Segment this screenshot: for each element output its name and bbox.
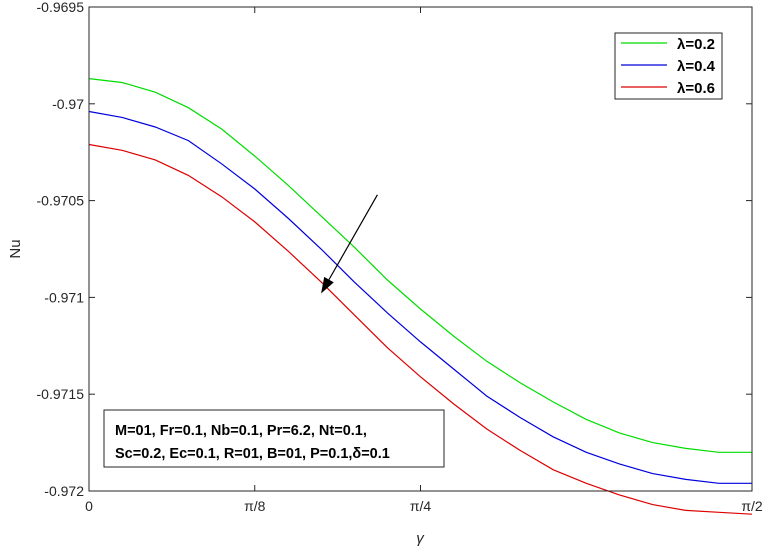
y-tick-label-2: -0.9705 [37, 193, 85, 209]
parameter-box: M=01, Fr=0.1, Nb=0.1, Pr=6.2, Nt=0.1, Sc… [103, 409, 445, 468]
parameter-box-frame [103, 409, 445, 468]
legend: λ=0.2 λ=0.4 λ=0.6 [614, 32, 723, 100]
arrow-head [321, 276, 334, 294]
y-tick-label-0: -0.9695 [37, 0, 85, 15]
legend-label-1: λ=0.4 [677, 58, 716, 75]
x-tick-label-3: π/2 [741, 498, 763, 514]
legend-label-0: λ=0.2 [677, 36, 715, 53]
legend-label-2: λ=0.6 [677, 80, 715, 97]
series-line-2 [88, 143, 753, 515]
x-axis-label: γ [416, 530, 425, 547]
y-tick-label-4: -0.9715 [37, 386, 85, 402]
legend-box [614, 32, 723, 100]
x-tick-label-2: π/4 [410, 498, 432, 514]
x-tick-label-1: π/8 [244, 498, 266, 514]
series-line-1 [88, 110, 752, 484]
trend-arrow [321, 194, 378, 294]
x-tick-label-0: 0 [85, 498, 93, 514]
y-tick-label-5: -0.972 [44, 483, 84, 499]
series-layer [88, 78, 753, 515]
tick-layer: 0 π/8 π/4 π/2 -0.9695 -0.97 -0.9705 -0.971 -0.97… [37, 0, 763, 514]
parameter-line-1: M=01, Fr=0.1, Nb=0.1, Pr=6.2, Nt=0.1, [115, 423, 367, 439]
series-line-0 [88, 78, 752, 453]
parameter-line-2: Sc=0.2, Ec=0.1, R=01, B=01, P=0.1,δ=0.1 [115, 446, 390, 462]
arrow-shaft [328, 194, 378, 280]
y-tick-label-1: -0.97 [52, 96, 84, 112]
y-tick-label-3: -0.971 [44, 289, 84, 305]
y-axis-label: Nu [7, 239, 24, 258]
